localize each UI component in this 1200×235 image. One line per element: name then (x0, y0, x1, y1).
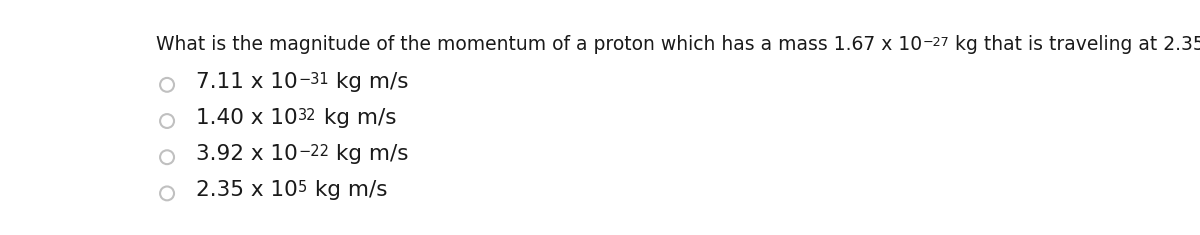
Text: 2.35 x 10: 2.35 x 10 (197, 180, 299, 200)
Text: 5: 5 (299, 180, 307, 195)
Text: kg that is traveling at 2.35 x 10: kg that is traveling at 2.35 x 10 (949, 35, 1200, 54)
Text: kg m/s: kg m/s (317, 108, 396, 128)
Text: −27: −27 (923, 36, 949, 49)
Text: 7.11 x 10: 7.11 x 10 (197, 72, 298, 92)
Text: kg m/s: kg m/s (307, 180, 386, 200)
Text: kg m/s: kg m/s (329, 144, 409, 164)
Text: 3.92 x 10: 3.92 x 10 (197, 144, 299, 164)
Text: kg m/s: kg m/s (329, 72, 408, 92)
Text: 32: 32 (298, 108, 317, 123)
Text: −31: −31 (298, 72, 329, 87)
Text: 1.40 x 10: 1.40 x 10 (197, 108, 298, 128)
Text: −22: −22 (299, 144, 329, 159)
Text: What is the magnitude of the momentum of a proton which has a mass 1.67 x 10: What is the magnitude of the momentum of… (156, 35, 923, 54)
